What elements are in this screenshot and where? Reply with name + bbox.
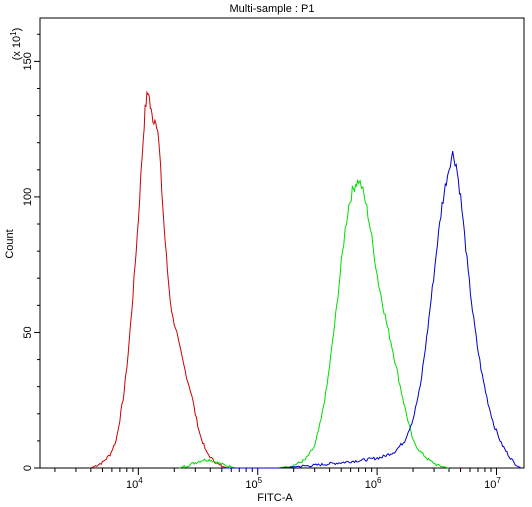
y-multiplier-label: (x 101) — [9, 28, 23, 61]
y-tick-label: 150 — [22, 52, 34, 70]
plot-frame — [39, 17, 525, 469]
x-axis-label: FITC-A — [257, 492, 293, 504]
ticks-layer: 0 50 100 150 104 105 106 107 — [22, 33, 501, 491]
chart-title: Multi-sample : P1 — [230, 3, 315, 15]
series-line-3 — [221, 151, 522, 469]
y-axis-label: Count — [4, 229, 16, 258]
y-tick-label: 50 — [22, 326, 34, 338]
x-tick-label: 104 — [126, 476, 143, 491]
y-tick-label: 100 — [22, 188, 34, 206]
x-tick-label: 106 — [365, 476, 382, 491]
x-tick-label: 105 — [245, 476, 262, 491]
series-line-1 — [90, 90, 227, 469]
series-layer — [90, 90, 522, 469]
x-tick-label: 107 — [484, 476, 501, 491]
y-tick-label: 0 — [22, 465, 34, 471]
series-line-2 — [179, 179, 450, 469]
